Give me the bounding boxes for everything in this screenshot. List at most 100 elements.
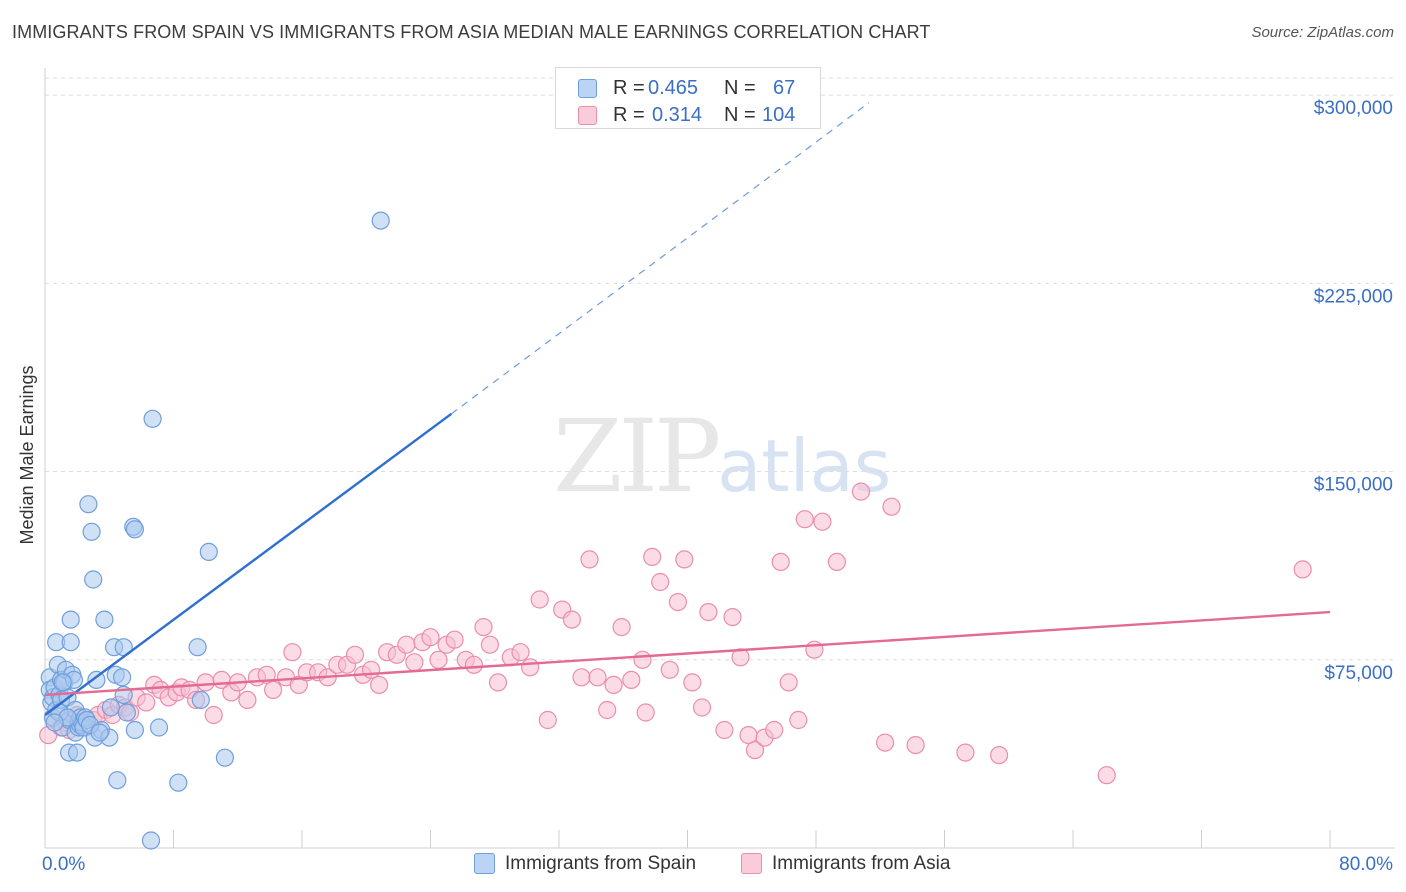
- asia-point: [464, 655, 483, 674]
- spain-point: [125, 520, 144, 539]
- asia-point: [604, 675, 623, 695]
- spain-point: [61, 610, 80, 629]
- spain-point: [61, 633, 80, 652]
- spain-point: [199, 542, 218, 562]
- spain-point: [169, 773, 188, 792]
- asia-point: [956, 743, 975, 762]
- spain-point: [79, 495, 98, 514]
- asia-point: [882, 497, 901, 516]
- asia-point: [906, 735, 925, 755]
- spain-point: [188, 638, 207, 657]
- spain-point: [149, 718, 169, 737]
- y-tick-label: $75,000: [1324, 663, 1393, 684]
- asia-point: [264, 680, 283, 700]
- y-axis-label: Median Male Earnings: [17, 365, 37, 544]
- asia-point: [875, 733, 895, 752]
- x-tick-label-min: 0.0%: [42, 854, 85, 875]
- asia-point: [196, 673, 215, 692]
- asia-point: [572, 668, 591, 687]
- y-tick-label: $300,000: [1314, 98, 1393, 119]
- asia-point: [1293, 560, 1312, 579]
- spain-point: [90, 723, 109, 742]
- asia-point: [731, 648, 750, 667]
- asia-point: [480, 635, 499, 654]
- asia-point: [668, 592, 688, 612]
- asia-point: [345, 645, 365, 664]
- chart-title: IMMIGRANTS FROM SPAIN VS IMMIGRANTS FROM…: [12, 22, 931, 42]
- asia-point: [651, 572, 670, 592]
- asia-point: [421, 628, 440, 647]
- asia-point: [137, 693, 156, 712]
- asia-point: [779, 673, 798, 692]
- asia-trend-line: [44, 610, 1331, 697]
- watermark: ZIPatlas: [553, 398, 891, 515]
- asia-point: [683, 673, 702, 692]
- asia-point: [511, 643, 530, 662]
- asia-point: [989, 745, 1009, 765]
- asia-point: [636, 703, 655, 722]
- y-tick-label: $150,000: [1314, 475, 1393, 496]
- asia-point: [622, 670, 641, 690]
- asia-point: [795, 510, 814, 529]
- correlation-legend: R = 0.465 N = 67 R = 0.314 N = 104: [555, 67, 821, 129]
- spain-point: [53, 673, 72, 692]
- asia-point: [851, 482, 871, 501]
- legend-swatch-asia: [741, 853, 762, 874]
- spain-point: [108, 771, 127, 790]
- asia-point: [362, 660, 381, 679]
- spain-point: [45, 713, 64, 732]
- asia-point: [538, 710, 557, 730]
- spain-point: [82, 522, 101, 541]
- asia-point: [370, 675, 389, 695]
- spain-point: [371, 211, 390, 230]
- spain-point: [117, 703, 137, 722]
- tick-labels: $75,000 $150,000 $225,000 $300,000 0.0% 80.0%: [42, 98, 1393, 875]
- legend-label-spain: Immigrants from Spain: [505, 853, 697, 874]
- asia-point: [257, 665, 276, 684]
- asia-point: [238, 690, 257, 710]
- asia-point: [827, 552, 847, 572]
- legend-r-value: 0.314: [652, 104, 703, 126]
- legend-swatch-spain: [474, 853, 495, 874]
- y-tick-label: $225,000: [1314, 286, 1393, 307]
- asia-point: [530, 590, 549, 609]
- grid-lines: [45, 77, 1395, 661]
- source-label[interactable]: Source: ZipAtlas.com: [1251, 24, 1394, 41]
- asia-point: [643, 547, 662, 567]
- asia-point: [598, 700, 617, 720]
- asia-point: [699, 602, 718, 622]
- x-tick-label-max: 80.0%: [1339, 854, 1393, 875]
- spain-point: [191, 690, 210, 710]
- spain-trend-line: [44, 412, 453, 716]
- asia-point: [660, 660, 679, 679]
- asia-point: [474, 617, 493, 637]
- asia-point: [405, 653, 424, 672]
- asia-point: [488, 673, 508, 692]
- legend-swatch-asia: [578, 106, 597, 125]
- spain-point: [141, 831, 161, 850]
- asia-point: [445, 630, 464, 649]
- asia-point: [789, 710, 808, 730]
- asia-point: [765, 720, 784, 740]
- trend-lines: [44, 102, 1331, 716]
- asia-point: [675, 550, 694, 569]
- asia-point: [562, 610, 582, 629]
- legend-swatch-spain: [578, 79, 597, 98]
- asia-point: [723, 607, 742, 627]
- asia-point: [397, 635, 416, 654]
- asia-point: [283, 643, 302, 662]
- legend-n-value: 67: [773, 77, 796, 99]
- asia-point: [1097, 766, 1116, 785]
- spain-point: [143, 409, 162, 428]
- legend-n-label: N =: [724, 104, 756, 126]
- asia-point: [588, 668, 607, 687]
- legend-n-value: 104: [762, 104, 796, 126]
- legend-r-label: R =: [613, 77, 645, 99]
- asia-point: [715, 720, 734, 740]
- asia-point: [813, 512, 832, 531]
- spain-point: [215, 748, 234, 767]
- legend-r-value: 0.465: [648, 77, 699, 99]
- spain-point: [95, 610, 114, 629]
- legend-row-asia: R = 0.314 N = 104: [556, 102, 820, 128]
